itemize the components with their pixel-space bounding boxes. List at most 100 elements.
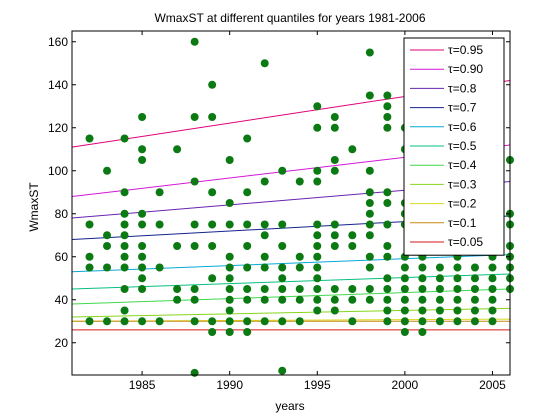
data-point xyxy=(330,166,339,175)
data-point xyxy=(488,285,497,293)
data-point xyxy=(120,252,129,261)
data-point xyxy=(173,242,182,250)
legend-label: τ=0.1 xyxy=(448,216,477,230)
legend-label: τ=0.6 xyxy=(448,120,477,134)
data-point xyxy=(260,220,269,229)
data-point xyxy=(138,252,147,261)
data-point xyxy=(383,102,392,111)
data-point xyxy=(295,295,304,304)
data-point xyxy=(173,285,182,293)
data-point xyxy=(365,295,374,304)
data-point xyxy=(190,37,199,46)
y-tick-label: 60 xyxy=(55,250,69,264)
data-point xyxy=(278,166,287,175)
data-point xyxy=(330,306,339,315)
data-point xyxy=(383,274,392,283)
y-tick-label: 140 xyxy=(48,78,68,92)
data-point xyxy=(295,317,304,326)
data-point xyxy=(313,242,322,250)
data-point xyxy=(138,113,147,121)
data-point xyxy=(278,263,287,272)
data-point xyxy=(120,306,129,315)
data-point xyxy=(208,188,217,197)
data-point xyxy=(383,220,392,229)
data-point xyxy=(453,306,462,315)
data-point xyxy=(313,263,322,272)
data-point xyxy=(103,242,112,250)
data-point xyxy=(173,145,182,154)
legend-label: τ=0.2 xyxy=(448,197,477,211)
x-tick-label: 2005 xyxy=(479,378,506,392)
data-point xyxy=(418,306,427,315)
data-point xyxy=(488,306,497,315)
data-point xyxy=(313,285,322,293)
data-point xyxy=(383,252,392,261)
data-point xyxy=(278,317,287,326)
data-point xyxy=(383,317,392,326)
data-point xyxy=(120,188,129,197)
data-point xyxy=(120,263,129,272)
legend-label: τ=0.4 xyxy=(448,158,477,172)
data-point xyxy=(365,220,374,229)
data-point xyxy=(208,328,217,336)
data-point xyxy=(260,295,269,304)
data-point xyxy=(470,285,479,293)
data-point xyxy=(488,317,497,326)
data-point xyxy=(243,295,252,304)
data-point xyxy=(418,295,427,304)
data-point xyxy=(313,295,322,304)
data-point xyxy=(313,274,322,283)
y-tick-label: 80 xyxy=(55,207,69,221)
data-point xyxy=(190,285,199,293)
data-point xyxy=(365,252,374,261)
data-point xyxy=(330,220,339,229)
legend: τ=0.95 τ=0.90 τ=0.8 τ=0.7 τ=0.6 τ=0.5 τ=0.4 τ=0… xyxy=(403,37,505,256)
y-tick-label: 40 xyxy=(55,293,69,307)
data-point xyxy=(138,220,147,229)
data-point xyxy=(243,328,252,336)
data-point xyxy=(120,209,129,218)
data-point xyxy=(243,263,252,272)
data-point xyxy=(400,295,409,304)
data-point xyxy=(400,317,409,326)
data-point xyxy=(313,177,322,186)
data-point xyxy=(330,123,339,132)
data-point xyxy=(208,113,217,121)
data-point xyxy=(190,177,199,186)
data-point xyxy=(365,263,374,272)
data-point xyxy=(470,306,479,315)
data-point xyxy=(330,113,339,121)
data-point xyxy=(348,285,357,293)
data-point xyxy=(190,368,199,377)
legend-label: τ=0.8 xyxy=(448,81,477,95)
data-point xyxy=(330,285,339,293)
data-point xyxy=(243,220,252,229)
data-point xyxy=(313,306,322,315)
legend-label: τ=0.7 xyxy=(448,101,477,115)
data-point xyxy=(243,285,252,293)
data-point xyxy=(225,263,234,272)
data-point xyxy=(260,263,269,272)
data-point xyxy=(365,285,374,293)
x-tick-label: 2000 xyxy=(392,378,419,392)
data-point xyxy=(313,252,322,261)
data-point xyxy=(348,242,357,250)
data-point xyxy=(225,220,234,229)
data-point xyxy=(400,263,409,272)
data-point xyxy=(365,209,374,218)
data-point xyxy=(208,317,217,326)
data-point xyxy=(243,242,252,250)
data-point xyxy=(313,231,322,240)
chart-title: WmaxST at different quantiles for years … xyxy=(154,11,425,25)
data-point xyxy=(418,274,427,283)
legend-box xyxy=(403,37,505,256)
data-point xyxy=(348,317,357,326)
data-point xyxy=(348,295,357,304)
data-point xyxy=(243,188,252,197)
data-point xyxy=(138,156,147,164)
data-point xyxy=(85,134,94,143)
data-point xyxy=(103,317,112,326)
data-point xyxy=(435,317,444,326)
y-tick-label: 120 xyxy=(48,121,68,135)
